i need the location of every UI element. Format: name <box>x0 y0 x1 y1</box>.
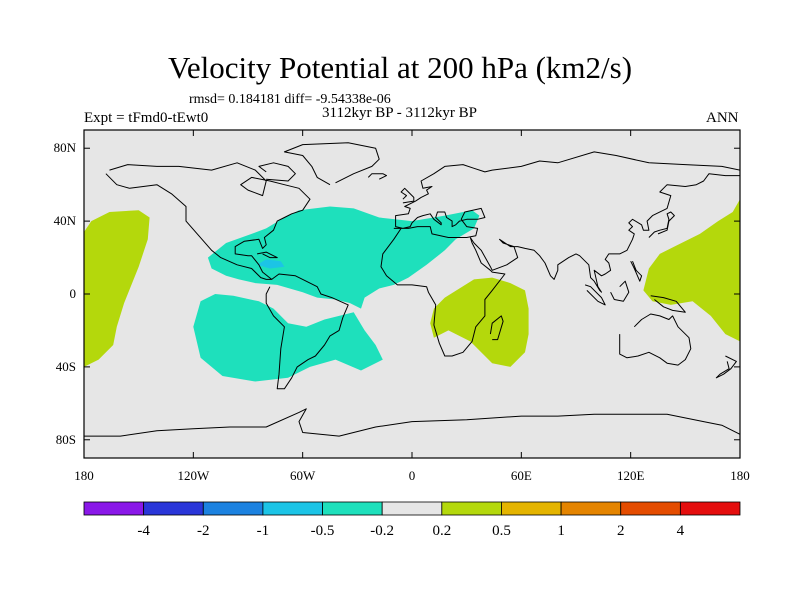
y-tick-label: 40S <box>56 359 76 374</box>
coastline-philippines <box>630 260 643 282</box>
y-tick-label: 0 <box>70 286 77 301</box>
colorbar-label: 0.2 <box>432 523 451 539</box>
y-tick-label: 80N <box>54 140 77 155</box>
coastline-sumatra <box>584 284 606 306</box>
colorbar-box <box>202 501 264 516</box>
colorbar-box <box>620 501 681 516</box>
coastline-new-guinea <box>650 295 686 313</box>
coastline-cuba <box>257 251 278 259</box>
y-tick-label: 80S <box>56 432 76 447</box>
coastline-japan <box>648 211 675 238</box>
axis-ticks: 180 120W 60W 0 60E 120E 180 80N 40N 0 40S 80S <box>54 130 750 483</box>
coastline-antarctica <box>84 408 740 437</box>
coastlines <box>84 142 740 437</box>
colorbar-label: 2 <box>617 523 625 539</box>
colorbar-label: -0.5 <box>311 523 335 539</box>
season-label: ANN <box>706 110 739 126</box>
colorbar-box <box>83 501 145 516</box>
x-tick-label: 180 <box>730 468 750 483</box>
contour-regions <box>84 199 740 382</box>
colorbar-box <box>679 501 741 516</box>
coastline-africa-south <box>380 228 506 357</box>
colorbar-box <box>262 501 323 516</box>
coastline-arabia-asia <box>469 173 740 293</box>
chart-title: Velocity Potential at 200 hPa (km2/s) <box>167 50 633 85</box>
stats-label: rmsd= 0.184181 diff= -9.54338e-06 <box>189 92 391 107</box>
period-label: 3112kyr BP - 3112kyr BP <box>322 105 478 121</box>
colorbar-label: 4 <box>677 523 685 539</box>
x-tick-label: 120E <box>617 468 645 483</box>
colorbar-box <box>381 501 443 516</box>
coastline-north-america <box>105 162 311 280</box>
x-tick-label: 60W <box>290 468 316 483</box>
coastline-south-america <box>265 273 349 390</box>
coastline-eurasia-africa <box>393 151 740 238</box>
coastline-madagascar <box>489 315 504 341</box>
coastline-baffin-island <box>258 162 296 182</box>
y-tick-label: 40N <box>54 213 77 228</box>
plot-area <box>84 130 740 458</box>
coastline-new-zealand <box>715 355 737 379</box>
region-atlantic-negative <box>207 206 480 309</box>
colorbar-box <box>441 501 502 516</box>
region-east-pacific-positive <box>84 210 150 367</box>
colorbar-box <box>322 501 383 516</box>
coastline-great-britain <box>400 187 415 204</box>
colorbar-label: -0.2 <box>370 523 394 539</box>
coastline-borneo <box>610 280 630 302</box>
colorbar-label: 0.5 <box>492 523 511 539</box>
coastline-iceland <box>367 173 387 180</box>
x-tick-label: 120W <box>177 468 210 483</box>
colorbar-label: -4 <box>137 523 150 539</box>
x-tick-label: 60E <box>511 468 532 483</box>
x-tick-label: 180 <box>74 468 94 483</box>
region-atlantic-negative-south <box>193 294 383 382</box>
region-west-pacific-positive <box>643 199 740 342</box>
x-tick-label: 0 <box>409 468 416 483</box>
coastline-australia <box>619 313 692 366</box>
colorbar: -4 -2 -1 -0.5 -0.2 0.2 0.5 1 2 4 <box>83 501 741 539</box>
colorbar-label: -1 <box>257 523 270 539</box>
colorbar-box <box>560 501 622 516</box>
coastline-greenland <box>283 142 380 186</box>
colorbar-label: -2 <box>197 523 210 539</box>
colorbar-label: 1 <box>557 523 565 539</box>
colorbar-box <box>143 501 204 516</box>
experiment-label: Expt = tFmd0-tEwt0 <box>84 110 209 126</box>
colorbar-box <box>501 501 562 516</box>
region-caribbean-minimum <box>257 259 285 269</box>
